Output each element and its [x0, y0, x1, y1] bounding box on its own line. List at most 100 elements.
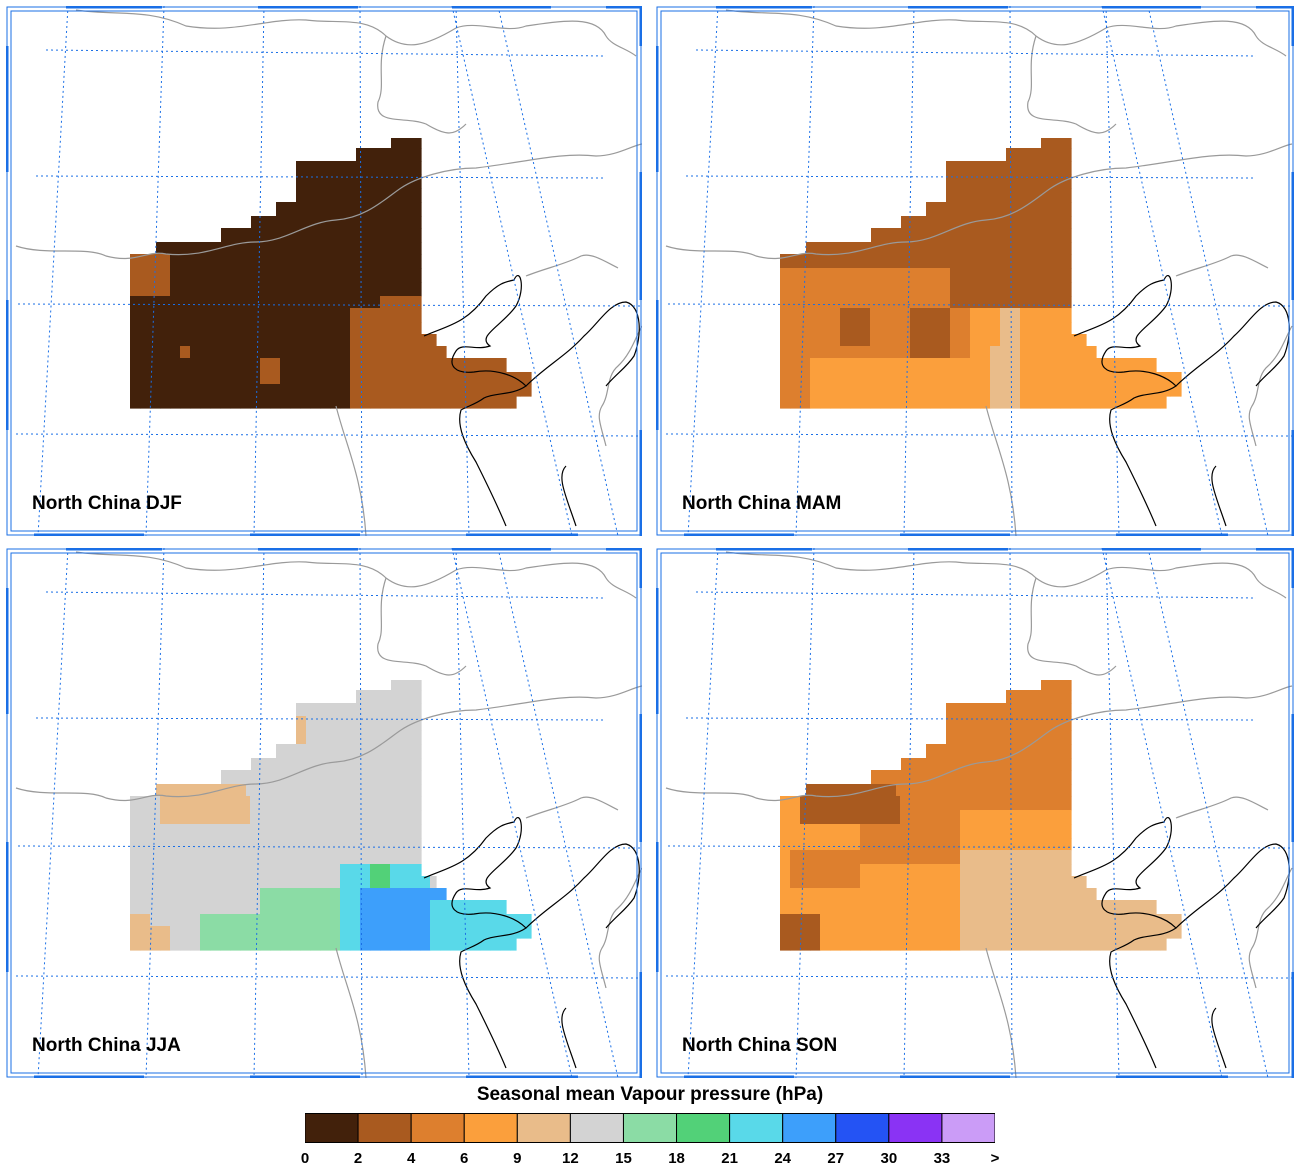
grid-cell: [150, 334, 161, 347]
grid-cell: [1130, 396, 1141, 409]
grid-cell: [990, 396, 1001, 409]
grid-cell: [1050, 888, 1061, 901]
grid-cell: [406, 703, 417, 717]
grid-cell: [150, 322, 161, 335]
grid-cell: [260, 850, 271, 865]
grid-cell: [370, 914, 381, 927]
grid-cell: [150, 268, 161, 283]
colorbar-tick-label: 21: [721, 1150, 738, 1167]
grid-cell: [820, 372, 831, 385]
grid-cell: [200, 254, 211, 269]
grid-cell: [1000, 322, 1011, 335]
grid-cell: [1006, 744, 1017, 759]
grid-cell: [330, 838, 341, 851]
grid-cell: [1041, 680, 1052, 691]
grid-cell: [860, 372, 871, 385]
grid-cell: [420, 372, 431, 385]
grid-cell: [291, 770, 302, 785]
grid-cell: [930, 926, 941, 939]
map-panel: North China DJF: [6, 6, 642, 536]
grid-cell: [870, 282, 881, 297]
grid-cell: [430, 926, 441, 939]
grid-cell: [1020, 268, 1031, 283]
grid-cell: [1000, 850, 1011, 865]
grid-cell: [350, 372, 361, 385]
grid-cell: [830, 926, 841, 939]
grid-cell: [1061, 228, 1072, 243]
grid-cell: [180, 850, 191, 865]
grid-cell: [956, 784, 967, 797]
grid-cell: [361, 216, 372, 229]
grid-cell: [160, 334, 171, 347]
grid-cell: [370, 850, 381, 865]
grid-cell: [930, 888, 941, 901]
grid-cell: [1016, 730, 1027, 745]
grid-cell: [430, 372, 441, 385]
grid-cell: [1020, 850, 1031, 865]
grid-cell: [871, 770, 882, 785]
grid-cell: [390, 322, 401, 335]
grid-cell: [920, 372, 931, 385]
grid-cell: [420, 810, 422, 825]
grid-cell: [980, 824, 991, 839]
grid-cell: [850, 384, 861, 397]
grid-cell: [1060, 372, 1071, 385]
grid-cell: [290, 308, 301, 323]
parallel-line: [15, 433, 642, 437]
colorbar-tick-label: 12: [562, 1150, 579, 1167]
grid-cell: [810, 384, 821, 397]
grid-cell: [190, 824, 201, 839]
grid-cell: [996, 744, 1007, 759]
grid-cell: [270, 384, 281, 397]
grid-cell: [310, 824, 321, 839]
grid-cell: [260, 384, 271, 397]
grid-cell: [870, 384, 881, 397]
grid-cell: [900, 810, 911, 825]
grid-cell: [780, 926, 791, 939]
grid-cell: [850, 296, 861, 309]
grid-cell: [356, 148, 367, 162]
grid-cell: [946, 730, 957, 745]
grid-cell: [920, 346, 931, 359]
grid-cell: [980, 372, 991, 385]
grid-cell: [830, 914, 841, 927]
grid-cell: [960, 322, 971, 335]
grid-cell: [140, 810, 151, 825]
grid-cell: [810, 914, 821, 927]
grid-cell: [966, 174, 977, 189]
grid-cell: [930, 864, 941, 877]
grid-cell: [826, 784, 837, 797]
grid-cell: [170, 322, 181, 335]
grid-cell: [370, 358, 381, 373]
grid-cell: [386, 174, 397, 189]
grid-cell: [1010, 876, 1021, 889]
grid-cell: [1160, 938, 1167, 951]
grid-cell: [900, 384, 911, 397]
grid-cell: [320, 914, 331, 927]
grid-cell: [1070, 824, 1072, 839]
grid-cell: [270, 876, 281, 889]
grid-cell: [276, 784, 287, 797]
grid-cell: [530, 914, 532, 927]
grid-cell: [960, 914, 971, 927]
country-border: [665, 685, 1293, 802]
grid-cell: [190, 396, 201, 409]
grid-cell: [1100, 372, 1111, 385]
grid-cell: [1130, 938, 1141, 951]
grid-cell: [800, 810, 811, 825]
meridian-line: [145, 548, 165, 1078]
grid-cell: [230, 358, 241, 373]
grid-cell: [290, 396, 301, 409]
grid-cell: [400, 296, 411, 309]
grid-cell: [260, 838, 271, 851]
colorbar-swatch: [410, 1113, 465, 1143]
grid-cell: [1001, 758, 1012, 771]
grid-cell: [1066, 744, 1072, 759]
grid-cell: [1030, 810, 1041, 825]
grid-cell: [966, 744, 977, 759]
parallel-line: [45, 591, 607, 599]
grid-cell: [410, 888, 421, 901]
grid-cell: [160, 938, 171, 951]
grid-cell: [1040, 838, 1051, 851]
grid-cell: [210, 938, 221, 951]
